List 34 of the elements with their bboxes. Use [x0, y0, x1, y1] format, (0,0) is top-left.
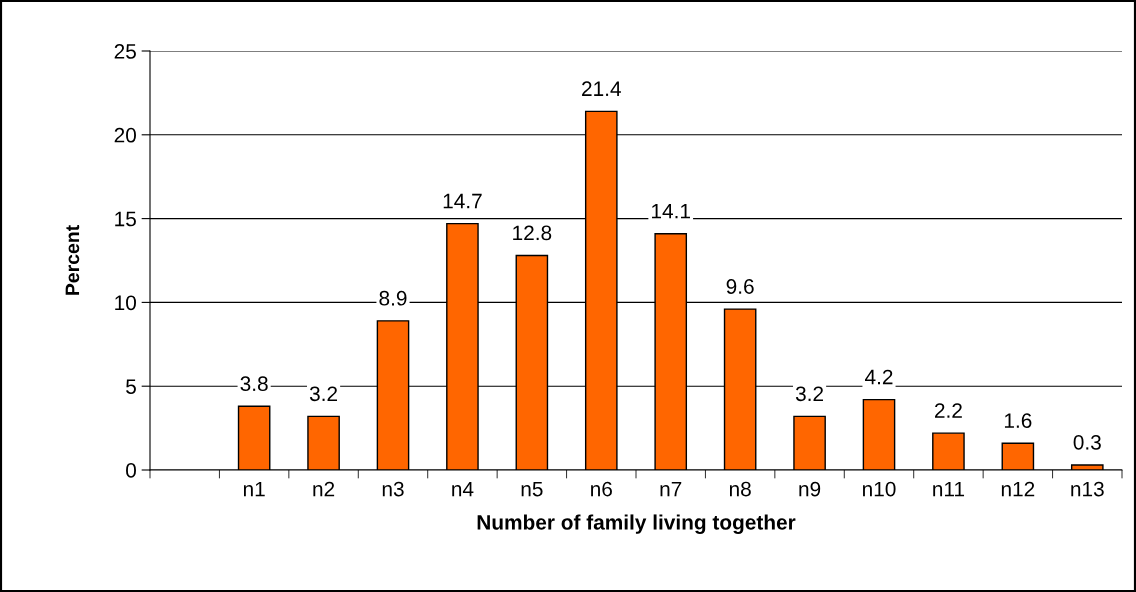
x-tick-label: n11	[933, 481, 965, 497]
x-tick-label: n13	[1071, 481, 1104, 497]
y-tick-label: 0	[126, 463, 136, 478]
x-tick-label: n12	[1001, 481, 1035, 497]
y-axis-title: Percent	[65, 225, 80, 295]
data-label: 14.7	[443, 193, 482, 209]
x-tick-label: n6	[591, 481, 612, 497]
x-tick-label: n4	[452, 481, 474, 497]
data-label: 3.2	[795, 386, 824, 402]
data-label: 2.2	[935, 403, 962, 418]
x-tick-label: n8	[729, 481, 751, 497]
x-tick-label: n3	[382, 481, 404, 497]
x-tick-label: n2	[313, 481, 335, 497]
y-tick-label: 20	[114, 127, 136, 143]
data-label: 4.2	[865, 369, 893, 385]
x-tick-label: n5	[521, 481, 543, 497]
y-tick-label: 15	[115, 211, 136, 227]
data-label: 14.1	[652, 203, 690, 219]
data-label: 3.8	[240, 376, 268, 392]
data-label: 1.6	[1004, 413, 1032, 428]
x-tick-label: n7	[660, 481, 682, 497]
x-tick-label: n1	[243, 481, 265, 497]
x-axis-title: Number of family living together	[477, 514, 796, 534]
y-tick-label: 10	[115, 295, 136, 311]
data-label: 0.3	[1073, 434, 1101, 450]
y-tick-label: 25	[114, 44, 136, 59]
data-label: 8.9	[379, 290, 407, 306]
x-tick-label: n10	[863, 481, 896, 497]
data-label: 3.2	[309, 386, 338, 402]
data-label: 21.4	[582, 81, 621, 96]
data-label: 9.6	[726, 279, 754, 294]
data-label: 12.8	[513, 225, 552, 241]
y-tick-label: 5	[126, 379, 136, 394]
x-tick-label: n9	[799, 481, 821, 497]
